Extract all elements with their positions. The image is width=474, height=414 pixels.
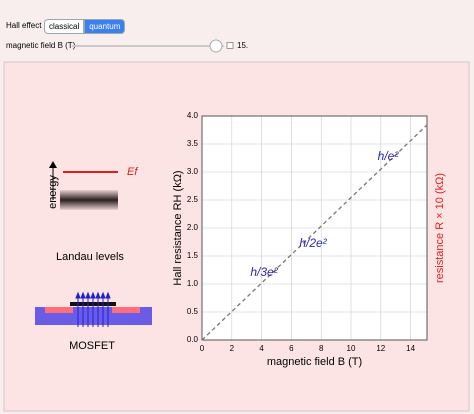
y-tick-label: 3.5: [187, 139, 199, 148]
mosfet-caption: MOSFET: [69, 340, 115, 352]
x-tick-label: 10: [347, 344, 356, 353]
mode-button[interactable]: classical: [44, 19, 85, 34]
field-arrows: [75, 291, 111, 327]
x-tick-label: 8: [319, 344, 324, 353]
data-line: [201, 124, 428, 341]
y-tick-label: 3.0: [187, 167, 199, 176]
mosfet-drain: [112, 307, 140, 313]
landau-band: [60, 190, 118, 210]
y-tick-label: 0.0: [187, 335, 199, 344]
x-tick-label: 14: [406, 344, 415, 353]
y-tick-label: 0.5: [187, 307, 199, 316]
y-axis-label: Hall resistance RH (kΩ): [172, 170, 184, 285]
fermi-label: Ef: [127, 166, 138, 178]
slider-knob[interactable]: [209, 39, 223, 53]
y-tick-label: 1.5: [187, 251, 199, 260]
slider-value: 15.: [237, 41, 248, 50]
mosfet-source: [45, 307, 73, 313]
x-tick-label: 2: [230, 344, 235, 353]
x-tick-label: 4: [259, 344, 264, 353]
mode-buttons: classical quantum: [44, 19, 126, 34]
plateau-label: h/3e²: [250, 265, 278, 279]
energy-arrowhead: [49, 161, 57, 168]
plot-frame: [201, 115, 428, 341]
control-title: Hall effect: [6, 21, 42, 30]
slider-track[interactable]: [72, 45, 224, 47]
plateau-label: h/e²: [378, 149, 400, 163]
x-tick-label: 6: [289, 344, 294, 353]
y-tick-label: 2.0: [187, 223, 199, 232]
x-axis-label: magnetic field B (T): [267, 356, 362, 368]
slider-expand[interactable]: [226, 42, 234, 49]
y-tick-label: 4.0: [187, 111, 199, 120]
y-tick-label: 2.5: [187, 195, 199, 204]
mode-button[interactable]: quantum: [84, 19, 126, 34]
slider-label: magnetic field B (T): [6, 41, 76, 50]
energy-label: energy: [47, 175, 59, 209]
plateau-label: h/2e²: [299, 236, 327, 250]
y2-axis-label: resistance R × 10 (kΩ): [434, 173, 446, 283]
x-tick-label: 12: [376, 344, 385, 353]
x-tick-label: 0: [200, 344, 205, 353]
y-tick-label: 1.0: [187, 279, 199, 288]
landau-caption: Landau levels: [56, 251, 124, 263]
